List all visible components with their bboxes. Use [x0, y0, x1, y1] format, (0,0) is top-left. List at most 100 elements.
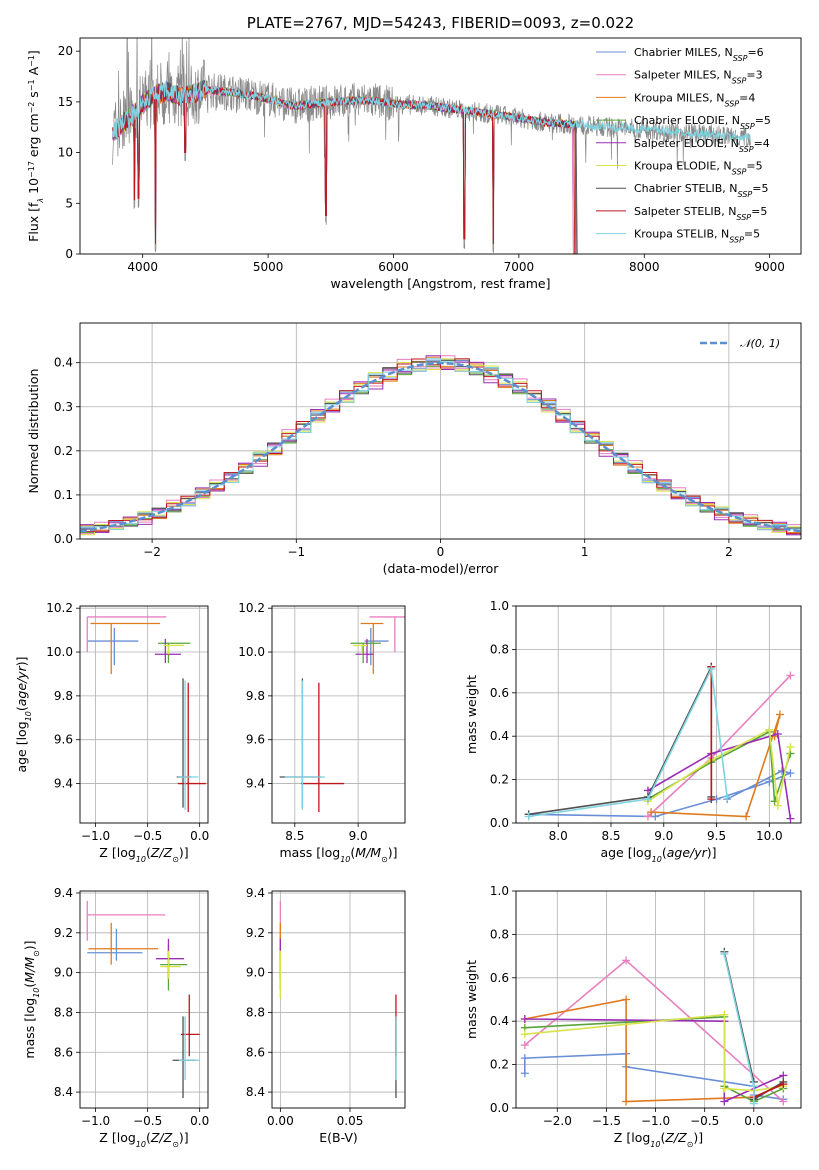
- spectrum-panel: PLATE=2767, MJD=54243, FIBERID=0093, z=0…: [26, 14, 802, 291]
- label-part: (: [146, 845, 151, 860]
- y-tick-label: 0.4: [54, 356, 73, 370]
- label-part: Chabrier ELODIE, N: [634, 114, 740, 127]
- y-tick-label: 9.4: [246, 777, 265, 791]
- label-part: 10: [32, 988, 41, 998]
- weight-marker: [723, 792, 732, 801]
- label-part: mass weight: [464, 960, 479, 1039]
- y-tick-label: 15: [58, 95, 73, 109]
- label-part: log: [117, 845, 136, 860]
- weight-marker: [524, 812, 533, 821]
- label-part: ): [693, 1130, 698, 1145]
- label-part: −1: [27, 55, 36, 67]
- weight-line-chabrier-stelib: [528, 666, 713, 816]
- weight-marker: [775, 710, 784, 719]
- label-part: Z/Z: [150, 845, 173, 860]
- label-part: SSP: [729, 235, 744, 244]
- label-part: SSP: [732, 76, 747, 85]
- weight-marker: [720, 949, 729, 958]
- label-part: age [: [600, 845, 632, 860]
- weight-line-kroupa-miles: [651, 714, 781, 818]
- weight-marker: [622, 1097, 631, 1106]
- weight-marker: [720, 1010, 729, 1019]
- label-part: SSP: [732, 167, 747, 176]
- label-part: (: [662, 845, 667, 860]
- y-tick-label: 0.6: [490, 686, 509, 700]
- age-vs-mass-panel: 8.5 9.0 9.4 9.6 9.8 10.0 10.2 mass [log10(M/M⊙)…: [238, 601, 406, 864]
- weight-marker: [520, 1030, 529, 1039]
- weight-vs-age-panel: 8.0 8.5 9.0 9.5 10.0 0.0 0.2 0.4 0.6 0.8 1.0 age [l…: [464, 599, 802, 864]
- y-tick-label: 10.2: [238, 601, 265, 615]
- weight-vs-Z-panel: −2.0 −1.5 −1.0 −0.5 0.0 0.0 0.2 0.4 0.6 0.8 1.0 Z […: [464, 884, 802, 1149]
- weight-marker: [520, 1015, 529, 1024]
- x-axis-label: Z [log10(Z/Z⊙)]: [614, 1130, 703, 1149]
- weight-marker: [720, 1097, 729, 1106]
- weight-marker: [765, 777, 774, 786]
- y-axis-label: Flux [fλ 10−17 erg cm−2 s−1 A−1]: [26, 50, 45, 242]
- weight-marker: [720, 1084, 729, 1093]
- weight-marker: [786, 671, 795, 680]
- label-part: (: [14, 706, 29, 711]
- x-axis-label: wavelength [Angstrom, rest frame]: [330, 276, 550, 291]
- label-part: log: [321, 845, 340, 860]
- x-tick-label: 10.0: [756, 829, 783, 843]
- label-part: λ: [36, 198, 45, 204]
- label-part: (data-model)/error: [383, 561, 500, 576]
- label-part: (: [350, 845, 355, 860]
- weight-marker: [786, 814, 795, 823]
- label-part: =3: [746, 69, 762, 82]
- y-axis-label: mass weight: [464, 675, 479, 754]
- x-tick-label: 6000: [378, 260, 409, 274]
- y-tick-label: 0.0: [490, 1101, 509, 1115]
- weight-line-salpeter-elodie: [524, 1018, 784, 1103]
- y-tick-label: 0.3: [54, 400, 73, 414]
- weight-marker: [520, 1069, 529, 1078]
- label-part: mass [: [22, 1017, 37, 1059]
- y-tick-label: 0.6: [490, 971, 509, 985]
- y-tick-label: 9.0: [54, 966, 73, 980]
- x-tick-label: 8000: [629, 260, 660, 274]
- y-tick-label: 9.4: [246, 886, 265, 900]
- label-part: SSP: [733, 54, 748, 63]
- plot-frame: [79, 37, 802, 255]
- plot-frame: [79, 890, 209, 1109]
- y-tick-label: 9.2: [54, 926, 73, 940]
- y-tick-label: 8.4: [246, 1085, 265, 1099]
- x-tick-label: 9000: [754, 260, 785, 274]
- label-part: mass [: [279, 845, 321, 860]
- x-tick-label: 0.0: [190, 829, 209, 843]
- label-part: (: [146, 1130, 151, 1145]
- x-tick-label: −0.5: [133, 1114, 162, 1128]
- label-part: 10: [136, 1140, 146, 1149]
- plot-frame: [271, 605, 406, 824]
- y-tick-label: 9.8: [54, 689, 73, 703]
- label-part: wavelength [Angstrom, rest frame]: [330, 276, 550, 291]
- weight-marker: [520, 1054, 529, 1063]
- y-tick-label: 0.1: [54, 488, 73, 502]
- x-tick-label: 4000: [127, 260, 158, 274]
- weight-line-kroupa-stelib: [528, 666, 728, 818]
- y-tick-label: 5: [65, 196, 73, 210]
- weight-marker: [749, 1099, 758, 1108]
- plot-frame: [271, 890, 406, 1109]
- legend-entry: Chabrier ELODIE, NSSP=5: [634, 114, 771, 131]
- legend-entry: Kroupa STELIB, NSSP=5: [634, 228, 760, 245]
- x-tick-label: 7000: [504, 260, 535, 274]
- label-part: ⊙: [172, 855, 179, 864]
- label-part: ): [14, 661, 29, 666]
- x-axis-label: E(B-V): [319, 1130, 358, 1145]
- label-part: =4: [754, 137, 770, 150]
- x-axis-label: age [log10(age/yr)]: [600, 845, 716, 864]
- x-tick-label: −2.0: [543, 1114, 572, 1128]
- y-tick-label: 0.2: [490, 773, 509, 787]
- label-part: Z/Z: [664, 1130, 687, 1145]
- y-tick-label: 9.4: [54, 886, 73, 900]
- label-part: ]: [393, 845, 398, 860]
- x-tick-label: −0.5: [690, 1114, 719, 1128]
- x-tick-label: 9.0: [349, 829, 368, 843]
- y-tick-label: 0.2: [490, 1058, 509, 1072]
- weight-marker: [765, 725, 774, 734]
- mass-vs-Z-panel: −1.0 −0.5 0.08.48.68.89.09.29.4Z [log10(Z/…: [22, 886, 209, 1149]
- label-part: ⊙: [381, 855, 388, 864]
- label-part: SSP: [724, 99, 739, 108]
- label-part: SSP: [736, 212, 751, 221]
